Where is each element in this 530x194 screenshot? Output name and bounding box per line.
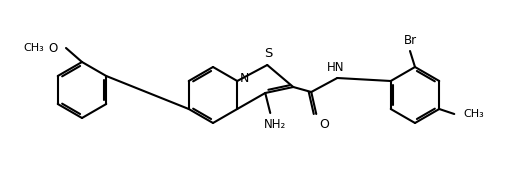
Text: CH₃: CH₃ — [463, 109, 484, 119]
Text: N: N — [240, 73, 250, 86]
Text: HN: HN — [326, 61, 344, 74]
Text: CH₃: CH₃ — [23, 43, 44, 53]
Text: O: O — [319, 118, 329, 131]
Text: Br: Br — [403, 34, 417, 47]
Text: O: O — [49, 42, 58, 55]
Text: S: S — [264, 47, 272, 60]
Text: NH₂: NH₂ — [264, 118, 286, 131]
